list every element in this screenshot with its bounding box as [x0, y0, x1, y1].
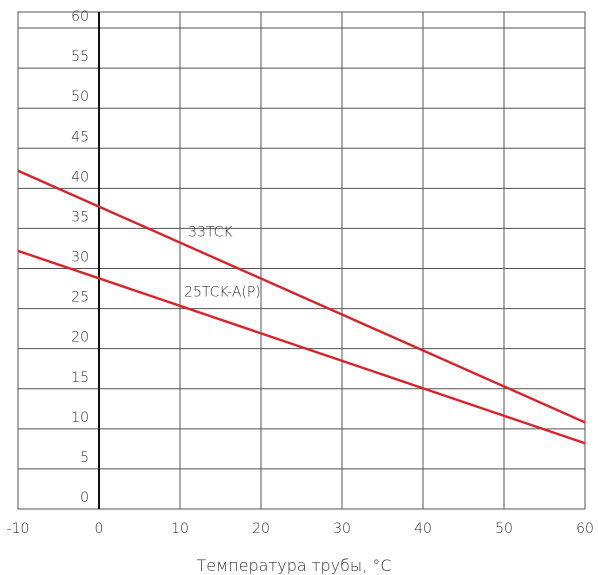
- series-label-1: 25TCK-A(P): [184, 285, 261, 301]
- y-tick-label: 45: [71, 129, 89, 145]
- x-tick-label: 40: [414, 521, 432, 537]
- series-label-0: 33TCK: [188, 224, 233, 240]
- y-tick-label: 30: [71, 250, 89, 266]
- y-tick-label: 60: [71, 9, 89, 25]
- x-tick-label: 10: [171, 521, 189, 537]
- tick-layer: 0 5 10 15 20 25 30 35 40 45 50 55 60 -10 0 10 20 30 40 50 60: [7, 9, 594, 537]
- x-tick-label: 0: [95, 521, 104, 537]
- x-tick-label: -10: [7, 521, 30, 537]
- y-tick-label: 10: [71, 410, 89, 426]
- y-tick-label: 25: [71, 290, 89, 306]
- series-line-1: [17, 249, 586, 445]
- y-tick-label: 40: [71, 169, 89, 185]
- label-layer: 33TCK 25TCK-A(P): [184, 224, 261, 300]
- plot-frame: [17, 11, 586, 510]
- y-tick-label: 0: [80, 490, 89, 506]
- x-axis-label: Температура трубы, °C: [196, 556, 391, 575]
- y-tick-label: 50: [71, 89, 89, 105]
- x-tick-label: 60: [576, 521, 594, 537]
- y-tick-label: 20: [71, 330, 89, 346]
- y-tick-label: 5: [80, 450, 89, 466]
- x-tick-label: 30: [333, 521, 351, 537]
- series-line-0: [17, 169, 586, 424]
- y-tick-label: 35: [71, 209, 89, 225]
- y-tick-label: 55: [71, 49, 89, 65]
- x-tick-label: 20: [252, 521, 270, 537]
- y-tick-label: 15: [71, 370, 89, 386]
- grid-layer: [17, 11, 586, 510]
- series-layer: [17, 169, 586, 445]
- x-tick-label: 50: [495, 521, 513, 537]
